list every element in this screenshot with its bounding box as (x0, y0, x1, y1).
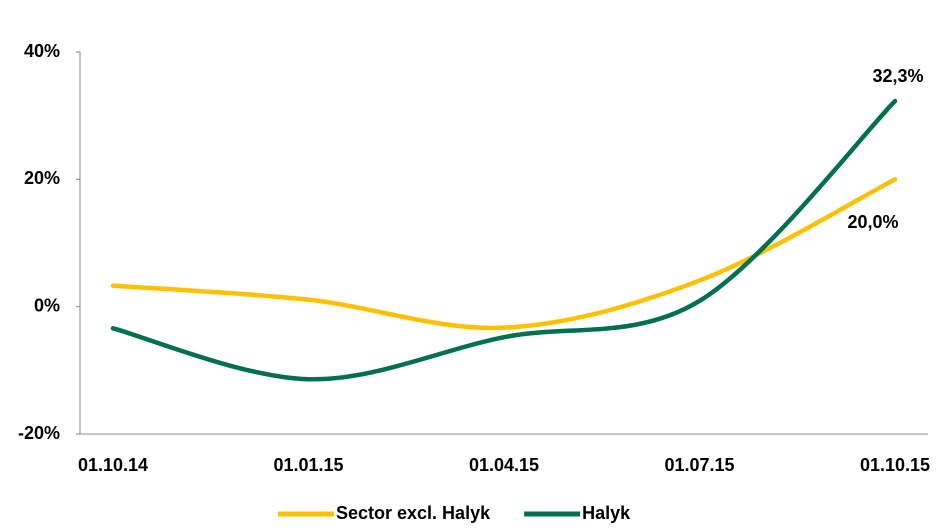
y-tick-label: -20% (18, 423, 60, 443)
y-tick-label: 0% (34, 295, 60, 315)
x-tick-label: 01.07.15 (664, 455, 734, 475)
x-tick-label: 01.10.15 (860, 455, 930, 475)
line (110, 177, 898, 331)
x-tick-label: 01.04.15 (469, 455, 539, 475)
data-label: 20,0% (847, 212, 898, 232)
legend-label: Sector excl. Halyk (336, 503, 491, 523)
y-tick-label: 40% (24, 41, 60, 61)
x-tick-label: 01.01.15 (273, 455, 343, 475)
data-label: 32,3% (872, 66, 923, 86)
x-tick-label: 01.10.14 (78, 455, 148, 475)
line (110, 98, 898, 382)
y-tick-label: 20% (24, 168, 60, 188)
legend-label: Halyk (582, 503, 631, 523)
